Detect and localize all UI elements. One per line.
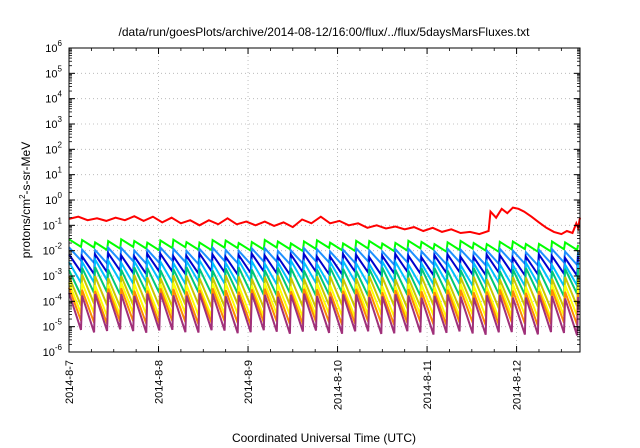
data-series (68, 206, 581, 336)
x-axis: 2014-8-7 2014-8-8 2014-8-9 2014-8-10 2014-8-… (64, 48, 562, 410)
x-tick-label: 2014-8-8 (154, 360, 166, 404)
y-tick-label: 102 (45, 140, 62, 156)
x-axis-label: Coordinated Universal Time (UTC) (232, 431, 416, 445)
series-line-1 (68, 206, 581, 236)
y-axis-label-unit: -s-sr-MeV (19, 142, 33, 195)
x-tick-label: 2014-8-11 (422, 360, 434, 409)
grid (69, 48, 580, 352)
y-tick-label: 104 (45, 90, 62, 106)
y-tick-label: 101 (45, 166, 62, 182)
y-tick-label: 106 (45, 39, 62, 55)
x-tick-label: 2014-8-12 (512, 360, 524, 410)
x-tick-label: 2014-8-7 (64, 360, 76, 404)
chart-title: /data/run/goesPlots/archive/2014-08-12/1… (119, 25, 531, 39)
y-tick-label: 100 (45, 191, 62, 207)
y-tick-label: 10-6 (43, 343, 63, 359)
y-tick-label: 10-4 (43, 292, 63, 308)
series-line-10 (68, 292, 580, 336)
y-axis-label-superscript: 2 (18, 194, 27, 199)
y-tick-label: 10-2 (43, 242, 63, 258)
x-tick-label: 2014-8-9 (243, 360, 255, 404)
y-tick-label: 10-1 (43, 216, 63, 232)
y-axis: 10-6 10-5 10-4 10-3 10-2 10-1 100 101 102 103 104 1… (43, 39, 580, 359)
y-tick-label: 103 (45, 115, 62, 131)
y-axis-label: protons/cm2-s-sr-MeV (18, 142, 33, 258)
y-tick-label: 105 (45, 64, 62, 80)
y-tick-label: 10-3 (43, 267, 63, 283)
x-tick-label: 2014-8-10 (333, 360, 345, 410)
y-tick-label: 10-5 (43, 318, 63, 334)
y-axis-label-main: protons/cm (19, 199, 33, 258)
